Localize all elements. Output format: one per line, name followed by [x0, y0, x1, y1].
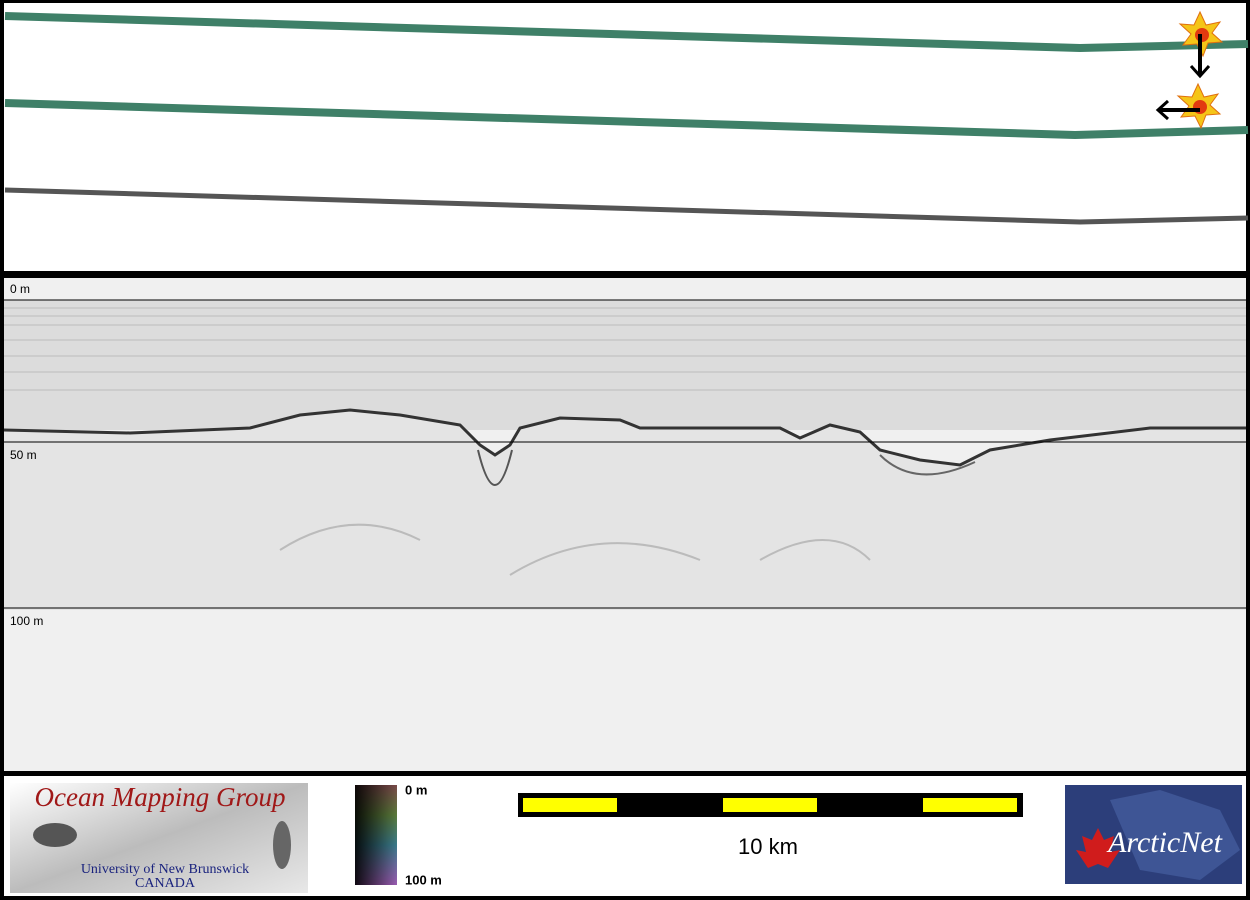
sun-marker: [1178, 10, 1224, 79]
logo-text: University of New Brunswick: [81, 862, 249, 877]
scale-bar-segment: [723, 798, 817, 812]
logo-map: [1110, 790, 1240, 880]
channel-fill: [477, 449, 513, 486]
sun-marker: [1155, 82, 1222, 130]
swath: [4, 12, 1249, 53]
logo-fish: [33, 823, 77, 847]
logo-title: ArcticNet: [1106, 826, 1223, 859]
water-column: [4, 300, 1246, 430]
scale-bar-segment: [923, 798, 1017, 812]
multiple: [279, 523, 871, 576]
color-scale-label: 100 m: [405, 872, 442, 887]
color-scale-label: 0 m: [405, 782, 427, 797]
channel-fill: [879, 454, 976, 476]
swath: [4, 99, 1249, 140]
sub-bottom: [4, 410, 1246, 610]
scale-bar-label: 10 km: [738, 834, 798, 859]
seafloor: [3, 408, 1246, 467]
logo-text: CANADA: [135, 876, 196, 891]
depth-label: 100 m: [10, 614, 43, 628]
depth-label: 50 m: [10, 448, 37, 462]
noise-lines: [4, 307, 1246, 391]
scale-bar-segment: [523, 798, 617, 812]
depth-label: 0 m: [10, 282, 30, 296]
color-scale-shade: [355, 785, 397, 885]
swath: [4, 187, 1249, 225]
logo-fish: [273, 821, 291, 869]
logo-title: Ocean Mapping Group: [35, 782, 286, 812]
maple-leaf: [1076, 828, 1120, 868]
